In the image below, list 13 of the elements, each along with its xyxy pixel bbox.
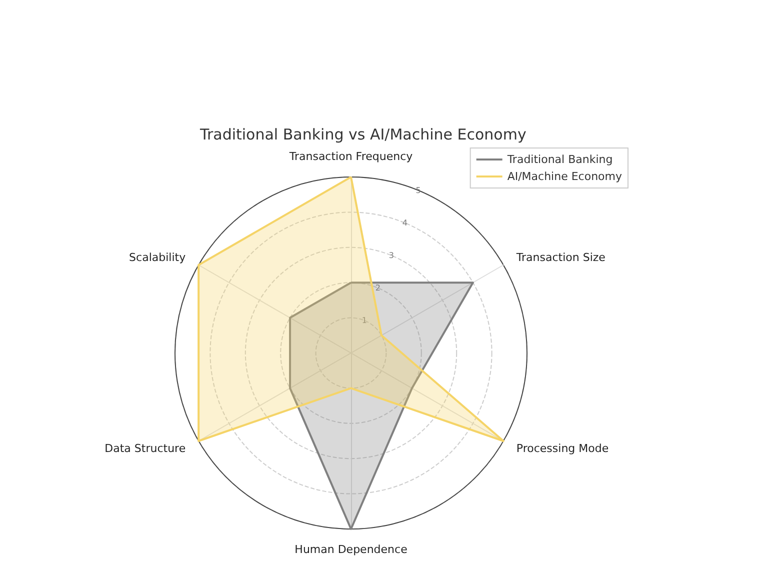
legend-label: Traditional Banking: [506, 153, 613, 166]
spoke-label: Transaction Frequency: [288, 150, 414, 163]
y-tick-label: 4: [402, 218, 408, 228]
legend-label: AI/Machine Economy: [507, 170, 622, 183]
spoke-label: Human Dependence: [294, 543, 408, 556]
chart-title: Traditional Banking vs AI/Machine Economy: [199, 126, 526, 144]
y-tick-label: 3: [388, 250, 394, 260]
spoke-label: Processing Mode: [516, 442, 609, 455]
y-tick-label: 2: [375, 283, 380, 292]
y-tick-label: 1: [362, 316, 368, 325]
spoke-label: Data Structure: [104, 442, 186, 455]
spoke-label: Transaction Size: [515, 251, 606, 264]
spoke-label: Scalability: [129, 251, 186, 264]
